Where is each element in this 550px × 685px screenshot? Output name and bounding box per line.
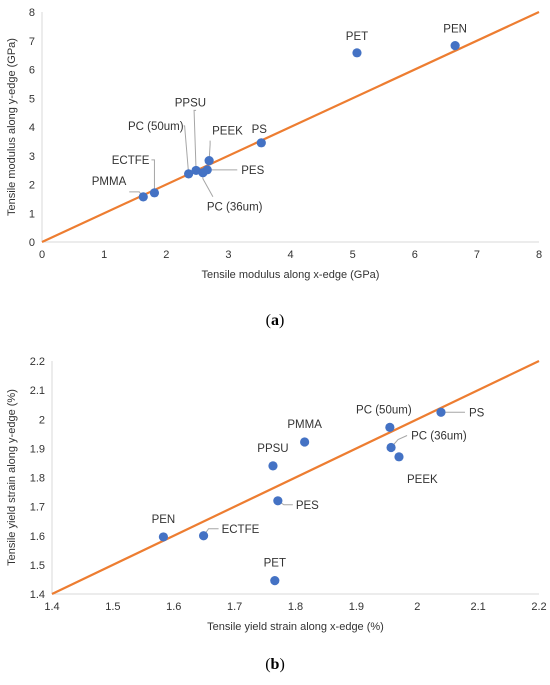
data-point [450, 41, 460, 51]
caption-b-letter: b [270, 656, 280, 673]
yield-strain-scatter-chart: 1.4 1.5 1.6 1.7 1.8 1.9 2 2.1 2.2 1.4 1.5 1.6 1.7 1.8… [6, 356, 547, 633]
y-tick-label: 1.7 [30, 502, 45, 514]
point-label: PEEK [407, 474, 438, 486]
label-leader-line [151, 159, 155, 193]
point-label: PS [469, 407, 485, 419]
point-label: PET [264, 558, 286, 570]
x-tick-label: 7 [474, 249, 480, 261]
data-point [300, 437, 310, 447]
caption-b: (b) [265, 656, 285, 673]
x-tick-label: 5 [350, 249, 356, 261]
y-tick-label: 8 [29, 7, 35, 19]
data-point [256, 138, 266, 148]
y-equals-x-line [51, 360, 540, 595]
point-label: PC (50um) [356, 404, 412, 416]
point-label: PEN [443, 24, 467, 36]
y-tick-label: 1.8 [30, 473, 45, 485]
y-tick-label: 1.6 [30, 531, 45, 543]
data-point [268, 461, 278, 471]
x-tick-label: 4 [287, 249, 293, 261]
point-label: PMMA [92, 176, 127, 188]
x-tick-label: 1.5 [105, 601, 120, 613]
point-label: PPSU [175, 97, 206, 109]
label-leader-line [193, 109, 197, 171]
data-point [184, 169, 194, 179]
point-label: PC (36um) [411, 431, 467, 443]
x-tick-label: 1.9 [349, 601, 364, 613]
y-tick-label: 7 [29, 36, 35, 48]
data-point [352, 48, 362, 58]
y-axis-title: Tensile modulus along y-edge (GPa) [6, 38, 18, 216]
point-label: PC (50um) [128, 121, 184, 133]
y-tick-label: 4 [29, 122, 35, 134]
y-tick-label: 6 [29, 65, 35, 77]
caption-a: (a) [265, 312, 285, 329]
point-label: ECTFE [222, 524, 260, 536]
y-tick-label: 1 [29, 208, 35, 220]
y-tick-label: 2 [29, 180, 35, 192]
x-tick-label: 8 [536, 249, 542, 261]
point-label: PES [241, 165, 264, 177]
label-leader-line [183, 125, 190, 174]
y-equals-x-line [41, 11, 540, 243]
x-tick-label: 1.7 [227, 601, 242, 613]
point-label: PPSU [257, 443, 288, 455]
point-label: PMMA [287, 419, 322, 431]
data-point [270, 576, 280, 586]
y-tick-label: 1.4 [30, 589, 45, 601]
caption-a-letter: a [271, 312, 279, 329]
data-point [158, 532, 169, 542]
y-tick-label: 0 [29, 237, 35, 249]
x-axis-title: Tensile yield strain along x-edge (%) [207, 621, 384, 633]
y-tick-label: 3 [29, 151, 35, 163]
chart-panel-a: 0 1 2 3 4 5 6 7 8 0 1 2 3 4 5 6 7 8 Tensile modulus along … [0, 0, 550, 300]
x-tick-label: 6 [412, 249, 418, 261]
data-point [394, 452, 404, 462]
point-label: PEN [152, 514, 176, 526]
x-tick-label: 1.8 [288, 601, 303, 613]
point-label: PES [296, 500, 319, 512]
x-tick-label: 2 [414, 601, 420, 613]
data-point [273, 496, 283, 506]
modulus-scatter-chart: 0 1 2 3 4 5 6 7 8 0 1 2 3 4 5 6 7 8 Tensile modulus along … [6, 7, 542, 281]
y-tick-label: 1.5 [30, 560, 45, 572]
x-tick-label: 1.6 [166, 601, 181, 613]
data-point [198, 531, 209, 541]
x-axis-title: Tensile modulus along x-edge (GPa) [202, 269, 380, 281]
point-label: PS [252, 124, 268, 136]
y-tick-label: 5 [29, 93, 35, 105]
point-label: PC (36um) [207, 202, 263, 214]
y-tick-label: 2.2 [30, 356, 45, 368]
x-tick-label: 2 [163, 249, 169, 261]
chart-panel-b: 1.4 1.5 1.6 1.7 1.8 1.9 2 2.1 2.2 1.4 1.5 1.6 1.7 1.8… [0, 345, 550, 645]
data-point [138, 192, 148, 202]
point-label: ECTFE [112, 155, 150, 167]
label-leader-line [208, 140, 211, 161]
data-point [385, 422, 395, 433]
x-tick-label: 3 [225, 249, 231, 261]
y-tick-label: 2.1 [30, 385, 45, 397]
x-tick-label: 2.1 [470, 601, 485, 613]
y-tick-label: 1.9 [30, 443, 45, 455]
data-point [202, 165, 212, 175]
data-point [204, 156, 214, 166]
x-tick-label: 2.2 [531, 601, 546, 613]
y-axis-title: Tensile yield strain along y-edge (%) [6, 389, 18, 566]
point-label: PEEK [212, 126, 243, 138]
point-label: PET [346, 31, 368, 43]
data-point [149, 188, 160, 198]
x-tick-label: 0 [39, 249, 45, 261]
x-tick-label: 1.4 [44, 601, 59, 613]
x-tick-label: 1 [101, 249, 107, 261]
y-tick-label: 2 [39, 414, 45, 426]
data-point [386, 442, 396, 453]
data-point [436, 407, 446, 417]
